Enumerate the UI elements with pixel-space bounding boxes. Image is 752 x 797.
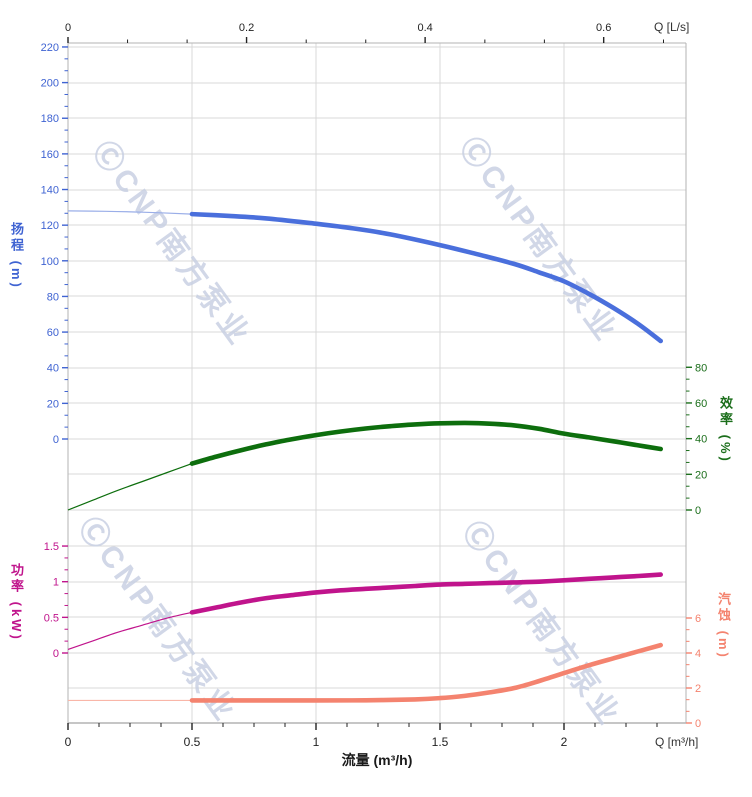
top-axis-unit-label: Q [L/s]	[654, 20, 690, 34]
svg-text:80: 80	[695, 362, 707, 374]
head-axis-title: 扬程 (m)	[9, 222, 24, 290]
svg-text:1: 1	[53, 577, 59, 589]
svg-text:20: 20	[47, 398, 59, 410]
svg-text:1.5: 1.5	[44, 541, 59, 553]
svg-text:40: 40	[695, 434, 707, 446]
svg-text:0.2: 0.2	[239, 22, 254, 34]
svg-text:0: 0	[53, 434, 59, 446]
svg-text:60: 60	[695, 398, 707, 410]
svg-text:0: 0	[53, 648, 59, 660]
svg-text:120: 120	[41, 220, 59, 232]
bottom-axis-unit-label: Q [m³/h]	[655, 735, 699, 749]
svg-text:140: 140	[41, 185, 59, 197]
svg-text:2: 2	[561, 735, 568, 749]
svg-text:80: 80	[47, 291, 59, 303]
svg-text:220: 220	[41, 42, 59, 54]
efficiency-axis-title: 效率 (%)	[718, 396, 733, 464]
svg-text:20: 20	[695, 469, 707, 481]
svg-text:0.6: 0.6	[596, 22, 611, 34]
svg-text:160: 160	[41, 149, 59, 161]
svg-text:0.5: 0.5	[184, 735, 201, 749]
svg-text:0: 0	[65, 735, 72, 749]
svg-text:4: 4	[695, 648, 701, 660]
npsh-curve	[68, 642, 663, 703]
head-curve	[67, 210, 663, 344]
svg-text:2: 2	[695, 683, 701, 695]
svg-text:100: 100	[41, 256, 59, 268]
svg-text:60: 60	[47, 327, 59, 339]
flow-axis-title: 流量 (m³/h)	[341, 752, 413, 768]
svg-text:0.4: 0.4	[417, 22, 432, 34]
power-curve	[67, 572, 663, 651]
svg-text:40: 40	[47, 363, 59, 375]
svg-text:1: 1	[313, 735, 320, 749]
svg-text:180: 180	[41, 113, 59, 125]
power-axis-title: 功率 (kW)	[9, 563, 24, 642]
npsh-axis-title: 汽蚀 (m)	[716, 592, 731, 660]
svg-text:0: 0	[695, 505, 701, 517]
svg-text:0.5: 0.5	[44, 612, 59, 624]
svg-text:200: 200	[41, 78, 59, 90]
svg-text:0: 0	[65, 22, 71, 34]
svg-text:6: 6	[695, 613, 701, 625]
svg-text:1.5: 1.5	[432, 735, 449, 749]
eff-curve	[67, 420, 663, 511]
svg-text:0: 0	[695, 718, 701, 730]
